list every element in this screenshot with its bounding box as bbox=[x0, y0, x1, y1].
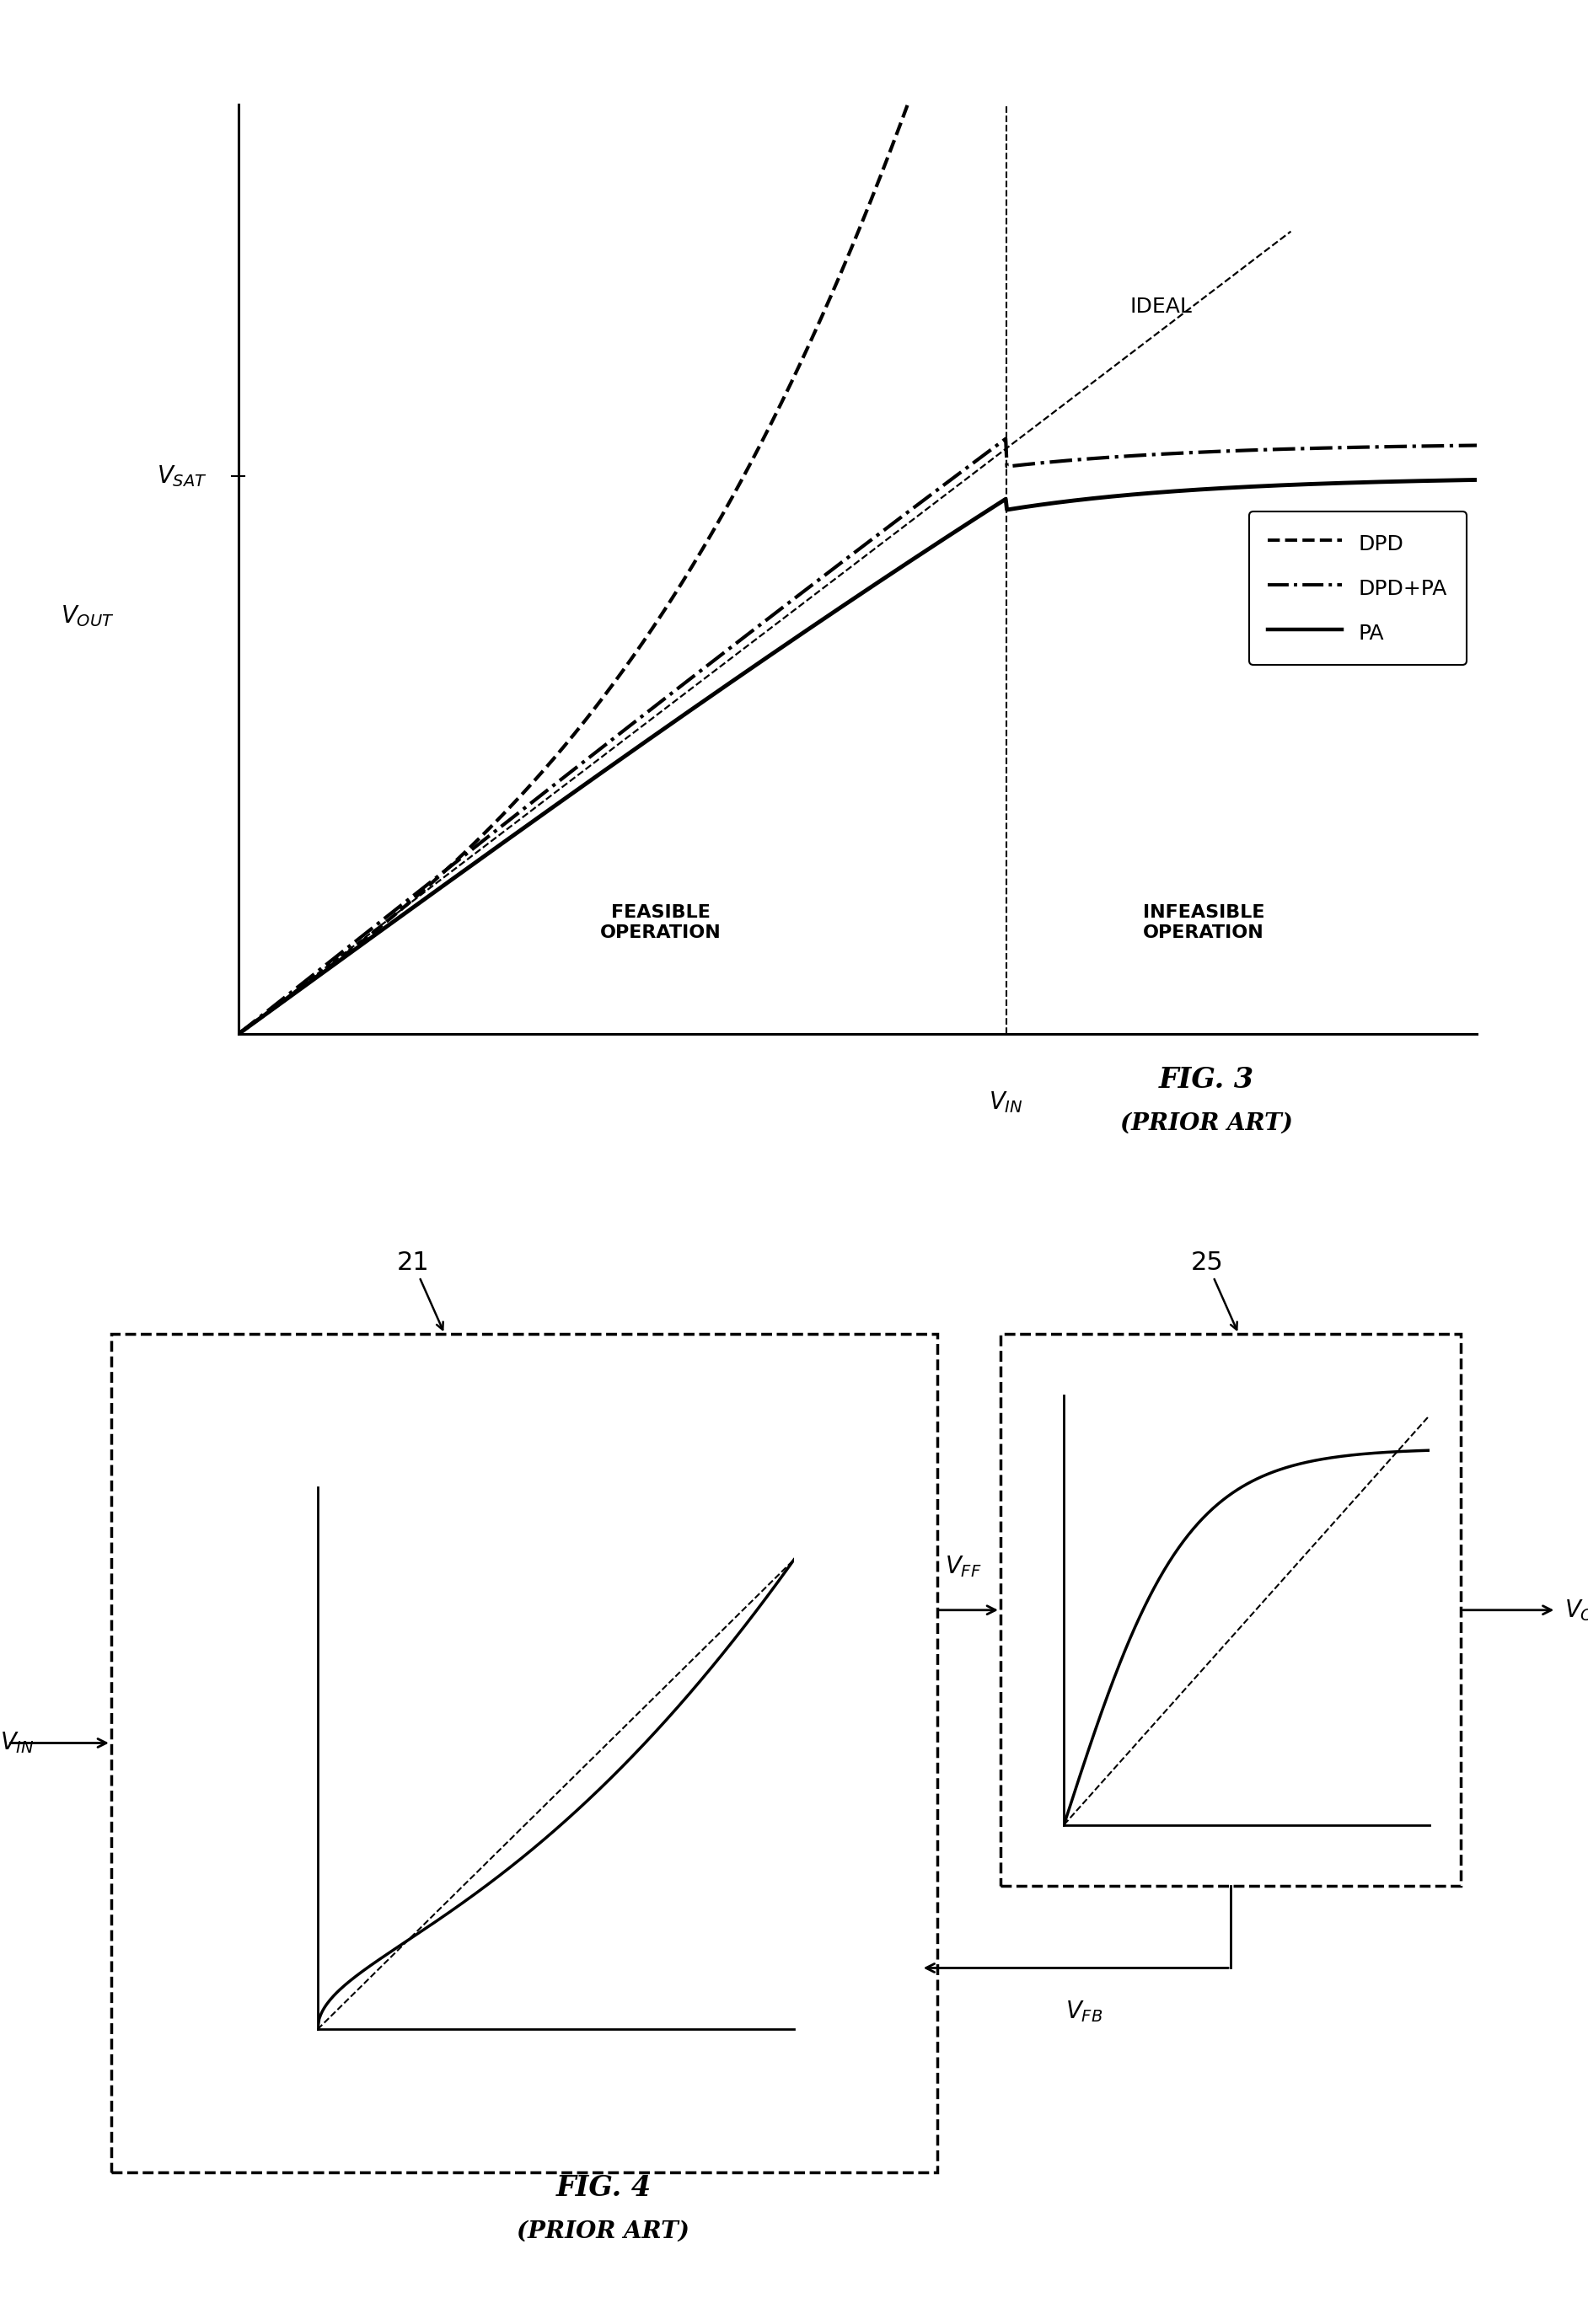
Text: FEASIBLE
OPERATION: FEASIBLE OPERATION bbox=[600, 904, 721, 941]
Text: INFEASIBLE
OPERATION: INFEASIBLE OPERATION bbox=[1143, 904, 1264, 941]
Bar bbox=[1000, 1334, 1461, 1887]
Legend: DPD, DPD+PA, PA: DPD, DPD+PA, PA bbox=[1248, 511, 1466, 665]
Text: $V_{OUT}$: $V_{OUT}$ bbox=[60, 604, 114, 627]
Text: IDEAL: IDEAL bbox=[1131, 297, 1193, 316]
Text: $V_{IN}$: $V_{IN}$ bbox=[989, 1090, 1023, 1116]
Text: FIG. 4: FIG. 4 bbox=[556, 2175, 651, 2203]
Text: $V_{FB}$: $V_{FB}$ bbox=[1066, 1999, 1102, 2024]
Text: FIG. 3: FIG. 3 bbox=[1159, 1067, 1255, 1095]
Text: $V_{SAT}$: $V_{SAT}$ bbox=[157, 465, 206, 488]
Text: (PRIOR ART): (PRIOR ART) bbox=[518, 2219, 689, 2243]
Text: $V_{OUT}$: $V_{OUT}$ bbox=[1564, 1597, 1588, 1622]
Bar bbox=[111, 1334, 937, 2173]
Text: 25: 25 bbox=[1191, 1250, 1237, 1329]
Text: (PRIOR ART): (PRIOR ART) bbox=[1121, 1111, 1293, 1134]
Text: 21: 21 bbox=[397, 1250, 443, 1329]
Text: $V_{FF}$: $V_{FF}$ bbox=[945, 1555, 981, 1580]
Text: $V_{IN}$: $V_{IN}$ bbox=[0, 1731, 35, 1755]
